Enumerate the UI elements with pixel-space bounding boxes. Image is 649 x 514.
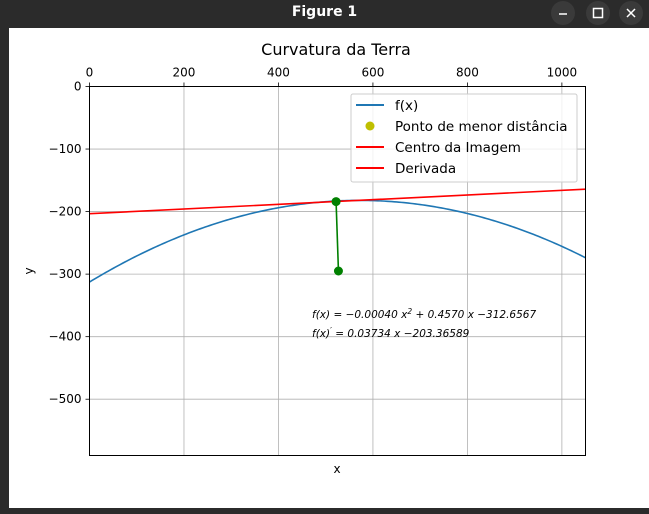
- closest-point-marker: [331, 197, 341, 207]
- legend-label-image-center: Centro da Imagem: [395, 140, 521, 156]
- image-center-marker: [333, 266, 343, 276]
- window-edge: [0, 28, 9, 514]
- x-tick-label: 200: [173, 66, 196, 80]
- minimize-button[interactable]: [551, 1, 575, 25]
- close-icon: [626, 8, 636, 18]
- x-axis-label: x: [333, 462, 340, 476]
- window-title: Figure 1: [291, 4, 358, 20]
- y-tick-label: 0: [74, 80, 82, 94]
- legend-label-fx: f(x): [395, 98, 418, 114]
- legend-marker-closest-point: [365, 121, 375, 131]
- legend-label-derivative: Derivada: [395, 161, 456, 177]
- y-tick-label: −500: [49, 392, 82, 406]
- y-axis-label: y: [22, 267, 36, 274]
- curve-equation: f(x) = −0.00040 x2 + 0.4570 x −312.6567: [312, 307, 536, 321]
- chart-title: Curvatura da Terra: [261, 40, 411, 59]
- y-tick-label: −100: [49, 142, 82, 156]
- annotation: f(x) = −0.00040 x2 + 0.4570 x −312.6567 …: [312, 307, 536, 340]
- x-tick-label: 600: [361, 66, 384, 80]
- y-tick-label: −400: [49, 330, 82, 344]
- chart: 0 200 400 600 800 1000 0−100−200−300−400−500 …: [22, 40, 586, 476]
- maximize-button[interactable]: [586, 1, 610, 25]
- x-tick-label: 1000: [547, 66, 578, 80]
- plot-lines: [89, 188, 586, 283]
- distance-segment: [335, 201, 340, 272]
- legend-label-closest-point: Ponto de menor distância: [395, 119, 568, 135]
- axes-frame: [89, 86, 586, 456]
- close-button[interactable]: [619, 1, 643, 25]
- window-titlebar: Figure 1: [0, 0, 649, 28]
- x-tick-label: 400: [267, 66, 290, 80]
- x-tick-label: 0: [86, 66, 94, 80]
- figure-canvas[interactable]: 0 200 400 600 800 1000 0 −100 −200 −300 −400 −500 …: [9, 28, 649, 508]
- y-tick-label: −300: [49, 267, 82, 281]
- y-ticks: 0 −100 −200 −300 −400 −500: [49, 80, 90, 406]
- minimize-icon: [559, 13, 567, 15]
- maximize-icon: [592, 7, 604, 19]
- window-bottom-edge: [9, 508, 649, 514]
- x-ticks: 0 200 400 600 800 1000: [86, 66, 577, 87]
- x-tick-label: 800: [456, 66, 479, 80]
- y-tick-label: −200: [49, 205, 82, 219]
- legend: f(x) Ponto de menor distância Centro da …: [350, 93, 578, 183]
- legend-box: [350, 93, 578, 183]
- derivative-equation: f(x)′ = 0.03734 x −203.36589: [312, 326, 470, 340]
